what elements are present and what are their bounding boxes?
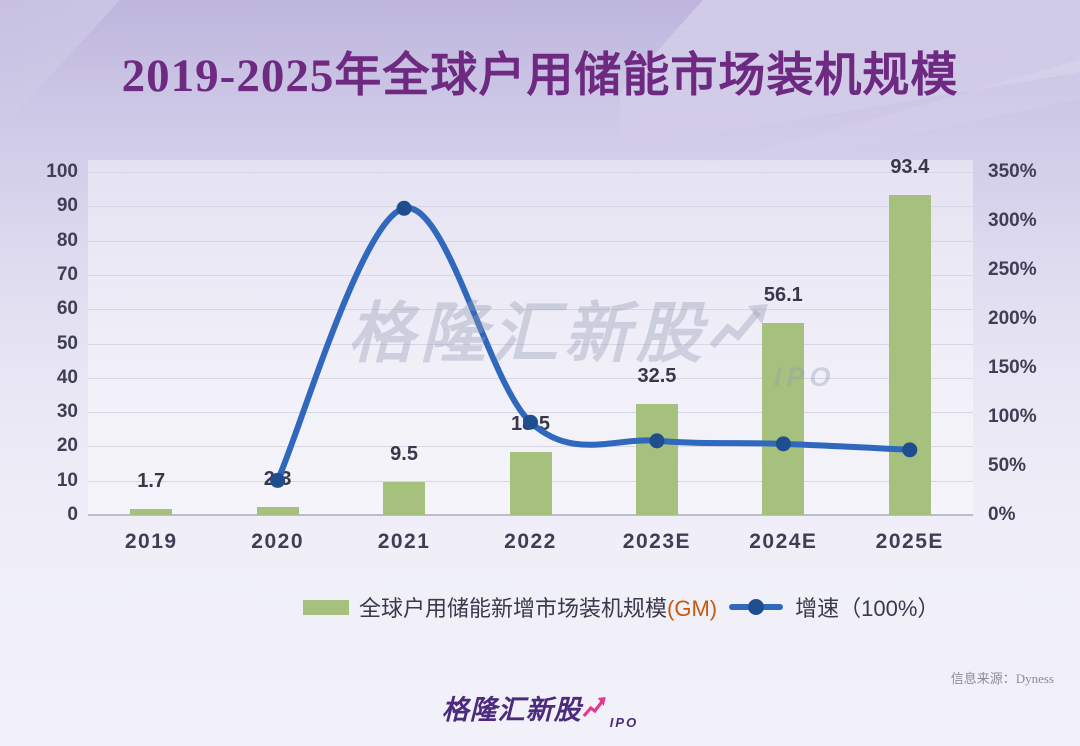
x-axis-label: 2021 xyxy=(377,530,431,553)
legend-line-swatch xyxy=(729,599,784,615)
bar-2025E xyxy=(888,194,931,515)
source-note: 信息来源：Dyness xyxy=(950,671,1054,686)
y-axis-label-right: 200% xyxy=(988,308,1037,329)
bar-value-label: 56.1 xyxy=(763,283,803,306)
grid-line xyxy=(88,377,973,379)
y-axis-label-left: 90 xyxy=(56,195,78,217)
bar-value-label: 32.5 xyxy=(637,364,677,387)
y-axis-label-right: 250% xyxy=(988,259,1037,280)
legend-bar-unit: (GM) xyxy=(667,596,718,621)
y-axis-label-right: 300% xyxy=(988,210,1037,231)
y-axis-label-left: 0 xyxy=(67,504,78,525)
y-axis-label-left: 10 xyxy=(56,469,78,491)
bar-value-label: 2.3 xyxy=(263,468,292,491)
grid-line xyxy=(88,343,973,345)
bar-2020 xyxy=(256,507,299,515)
y-axis-label-left: 80 xyxy=(56,229,78,251)
x-axis-label: 2025E xyxy=(875,530,944,553)
grid-line xyxy=(88,446,973,448)
legend: 全球户用储能新增市场装机规模(GM) 增速（100%） xyxy=(303,591,939,623)
bar-value-label: 1.7 xyxy=(137,470,166,493)
bar-value-label: 9.5 xyxy=(390,443,418,466)
y-axis-label-right: 350% xyxy=(988,161,1037,182)
grid-line xyxy=(88,274,973,276)
brand-logo-text: 格隆汇新股 xyxy=(441,695,582,725)
brand-logo-suffix: IPO xyxy=(609,715,639,730)
bar-2021 xyxy=(383,482,426,515)
y-axis-label-right: 150% xyxy=(988,357,1037,378)
y-axis-label-left: 100 xyxy=(46,161,78,182)
legend-bar-swatch xyxy=(303,599,349,615)
brand-logo: 格隆汇新股 IPO xyxy=(441,695,639,731)
x-axis-baseline xyxy=(88,514,973,516)
bar-value-label: 93.4 xyxy=(890,155,930,178)
y-axis-label-left: 20 xyxy=(56,435,78,457)
y-axis-label-left: 30 xyxy=(56,401,78,423)
grid-line xyxy=(88,240,973,242)
y-axis-label-left: 60 xyxy=(56,298,78,320)
bar-2024E xyxy=(762,322,805,515)
x-axis-label: 2023E xyxy=(622,530,692,553)
grid-line xyxy=(88,206,973,208)
x-axis-label: 2020 xyxy=(251,530,304,553)
x-axis-label: 2022 xyxy=(504,530,557,553)
x-axis-label: 2024E xyxy=(749,530,818,553)
y-axis-label-left: 40 xyxy=(56,366,78,388)
y-axis-label-left: 70 xyxy=(56,263,78,285)
grid-line xyxy=(88,309,973,311)
y-axis-label-left: 50 xyxy=(56,332,78,354)
grid-line xyxy=(88,172,973,173)
brand-arrow-icon xyxy=(582,697,607,724)
bar-2023E xyxy=(635,403,678,515)
x-axis-label: 2019 xyxy=(124,530,178,553)
bar-2022 xyxy=(509,451,552,515)
y-axis-label-right: 100% xyxy=(988,406,1037,427)
legend-bar-label: 全球户用储能新增市场装机规模(GM) xyxy=(359,596,718,621)
bar-2019 xyxy=(130,509,173,515)
bar-value-label: 18.5 xyxy=(511,412,550,435)
y-axis-label-right: 50% xyxy=(988,455,1027,476)
chart-title: 2019-2025年全球户用储能市场装机规模 xyxy=(121,50,959,102)
legend-line-dot xyxy=(748,599,765,615)
y-axis-label-right: 0% xyxy=(988,504,1016,525)
legend-line-label: 增速（100%） xyxy=(795,596,940,621)
